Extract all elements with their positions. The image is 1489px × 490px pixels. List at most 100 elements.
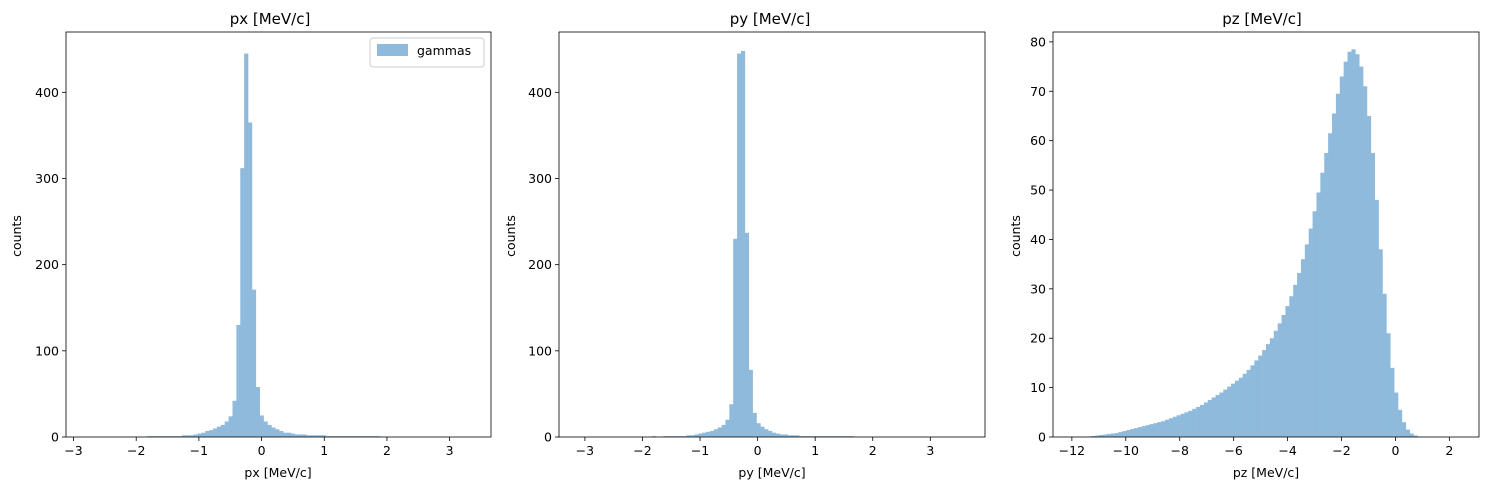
pz-bar <box>1110 433 1115 437</box>
pz-x-tick-label: 0 <box>1391 443 1399 458</box>
py-bar <box>667 436 672 437</box>
py-bar <box>772 432 777 437</box>
pz-x-ticks: −12 −10 −8 −6 −4 −2 0 2 <box>1059 437 1453 458</box>
py-bar <box>760 426 765 437</box>
px-plot-frame <box>65 31 492 438</box>
px-bar <box>197 433 202 437</box>
pz-bar <box>1281 315 1286 437</box>
py-histogram-panel: py [MeV/c] −3 −2 −1 0 1 2 3 0 100 200 300 400 py [… <box>503 10 986 480</box>
pz-bar <box>1188 410 1193 437</box>
pz-bar <box>1401 422 1407 437</box>
pz-plot-frame <box>1052 31 1480 438</box>
pz-bar <box>1091 436 1096 437</box>
py-x-ticks: −3 −2 −1 0 1 2 3 <box>576 437 934 458</box>
pz-bar <box>1122 431 1127 437</box>
py-bar <box>713 429 718 437</box>
pz-bar <box>1304 244 1310 437</box>
px-bar <box>267 424 272 437</box>
py-bar <box>826 436 831 437</box>
pz-bar <box>1398 409 1403 437</box>
pz-y-tick-label: 10 <box>1030 380 1046 395</box>
py-bar <box>803 436 808 437</box>
py-bar <box>752 412 757 437</box>
legend-label-gammas: gammas <box>417 43 471 58</box>
pz-bar <box>1246 369 1251 437</box>
px-bar <box>255 387 260 437</box>
py-bar <box>799 436 804 437</box>
pz-bar <box>1382 293 1387 437</box>
px-bar <box>271 427 276 437</box>
pz-x-tick-label: −6 <box>1224 443 1242 458</box>
pz-bar <box>1409 433 1414 437</box>
py-bar <box>671 436 676 437</box>
px-bar <box>244 53 249 437</box>
pz-bar <box>1141 426 1146 437</box>
px-y-tick-label: 400 <box>35 85 59 100</box>
px-bar <box>286 432 292 437</box>
pz-bar <box>1363 86 1368 437</box>
pz-y-tick-label: 30 <box>1030 281 1046 296</box>
pz-bar <box>1153 423 1158 437</box>
pz-y-tick-label: 80 <box>1030 34 1046 49</box>
px-x-tick-label: −3 <box>64 443 82 458</box>
pz-bar <box>1211 397 1216 437</box>
py-bar <box>717 427 722 437</box>
pz-bar <box>1200 404 1205 437</box>
pz-x-tick-label: −10 <box>1113 443 1139 458</box>
py-bar <box>845 436 850 437</box>
px-bar <box>314 435 319 437</box>
px-bar <box>279 430 284 437</box>
py-bar <box>779 434 784 437</box>
pz-bar <box>1238 377 1243 437</box>
py-bar <box>768 430 773 437</box>
pz-bar <box>1130 429 1135 437</box>
pz-bar <box>1355 54 1360 437</box>
pz-bar <box>1370 153 1376 437</box>
px-bar <box>228 416 233 437</box>
px-x-tick-label: 2 <box>383 443 391 458</box>
px-x-ticks: −3 −2 −1 0 1 2 3 <box>64 437 454 458</box>
px-x-axis-label: px [MeV/c] <box>244 465 311 480</box>
px-y-tick-label: 300 <box>35 171 59 186</box>
py-y-axis-label: counts <box>503 215 518 257</box>
px-y-axis-label: counts <box>9 215 24 257</box>
pz-bar <box>1227 386 1232 437</box>
pz-bar <box>1145 425 1150 437</box>
px-bar <box>345 436 350 437</box>
pz-bar <box>1277 323 1282 437</box>
pz-bar <box>1332 113 1337 438</box>
px-bar <box>189 435 194 437</box>
pz-bar <box>1405 429 1410 437</box>
px-bar <box>306 435 311 437</box>
pz-x-tick-label: 2 <box>1445 443 1453 458</box>
py-bar <box>733 238 738 437</box>
pz-bar <box>1133 428 1139 437</box>
py-bar <box>787 435 792 437</box>
px-bar <box>298 434 303 437</box>
py-bar <box>675 436 680 437</box>
pz-bar <box>1118 432 1123 437</box>
py-bar <box>756 423 761 437</box>
pz-bar <box>1157 422 1162 437</box>
px-bar <box>376 436 381 437</box>
py-bar <box>686 435 691 437</box>
px-bar <box>174 436 179 437</box>
px-bar <box>302 434 307 437</box>
px-bar <box>248 122 253 437</box>
pz-bar <box>1351 49 1356 437</box>
px-bar <box>360 436 365 437</box>
pz-bar <box>1099 435 1104 437</box>
px-x-tick-label: 1 <box>320 443 328 458</box>
pz-bar <box>1378 249 1383 437</box>
pz-bar <box>1180 413 1185 437</box>
pz-bar <box>1289 296 1294 437</box>
py-bar <box>822 436 827 437</box>
pz-x-tick-label: −12 <box>1059 443 1085 458</box>
py-bar <box>725 419 730 437</box>
pz-y-tick-label: 60 <box>1030 133 1046 148</box>
pz-bar <box>1258 355 1263 437</box>
pz-bar <box>1316 192 1321 437</box>
py-x-tick-label: 0 <box>754 443 762 458</box>
px-bar <box>259 415 264 437</box>
